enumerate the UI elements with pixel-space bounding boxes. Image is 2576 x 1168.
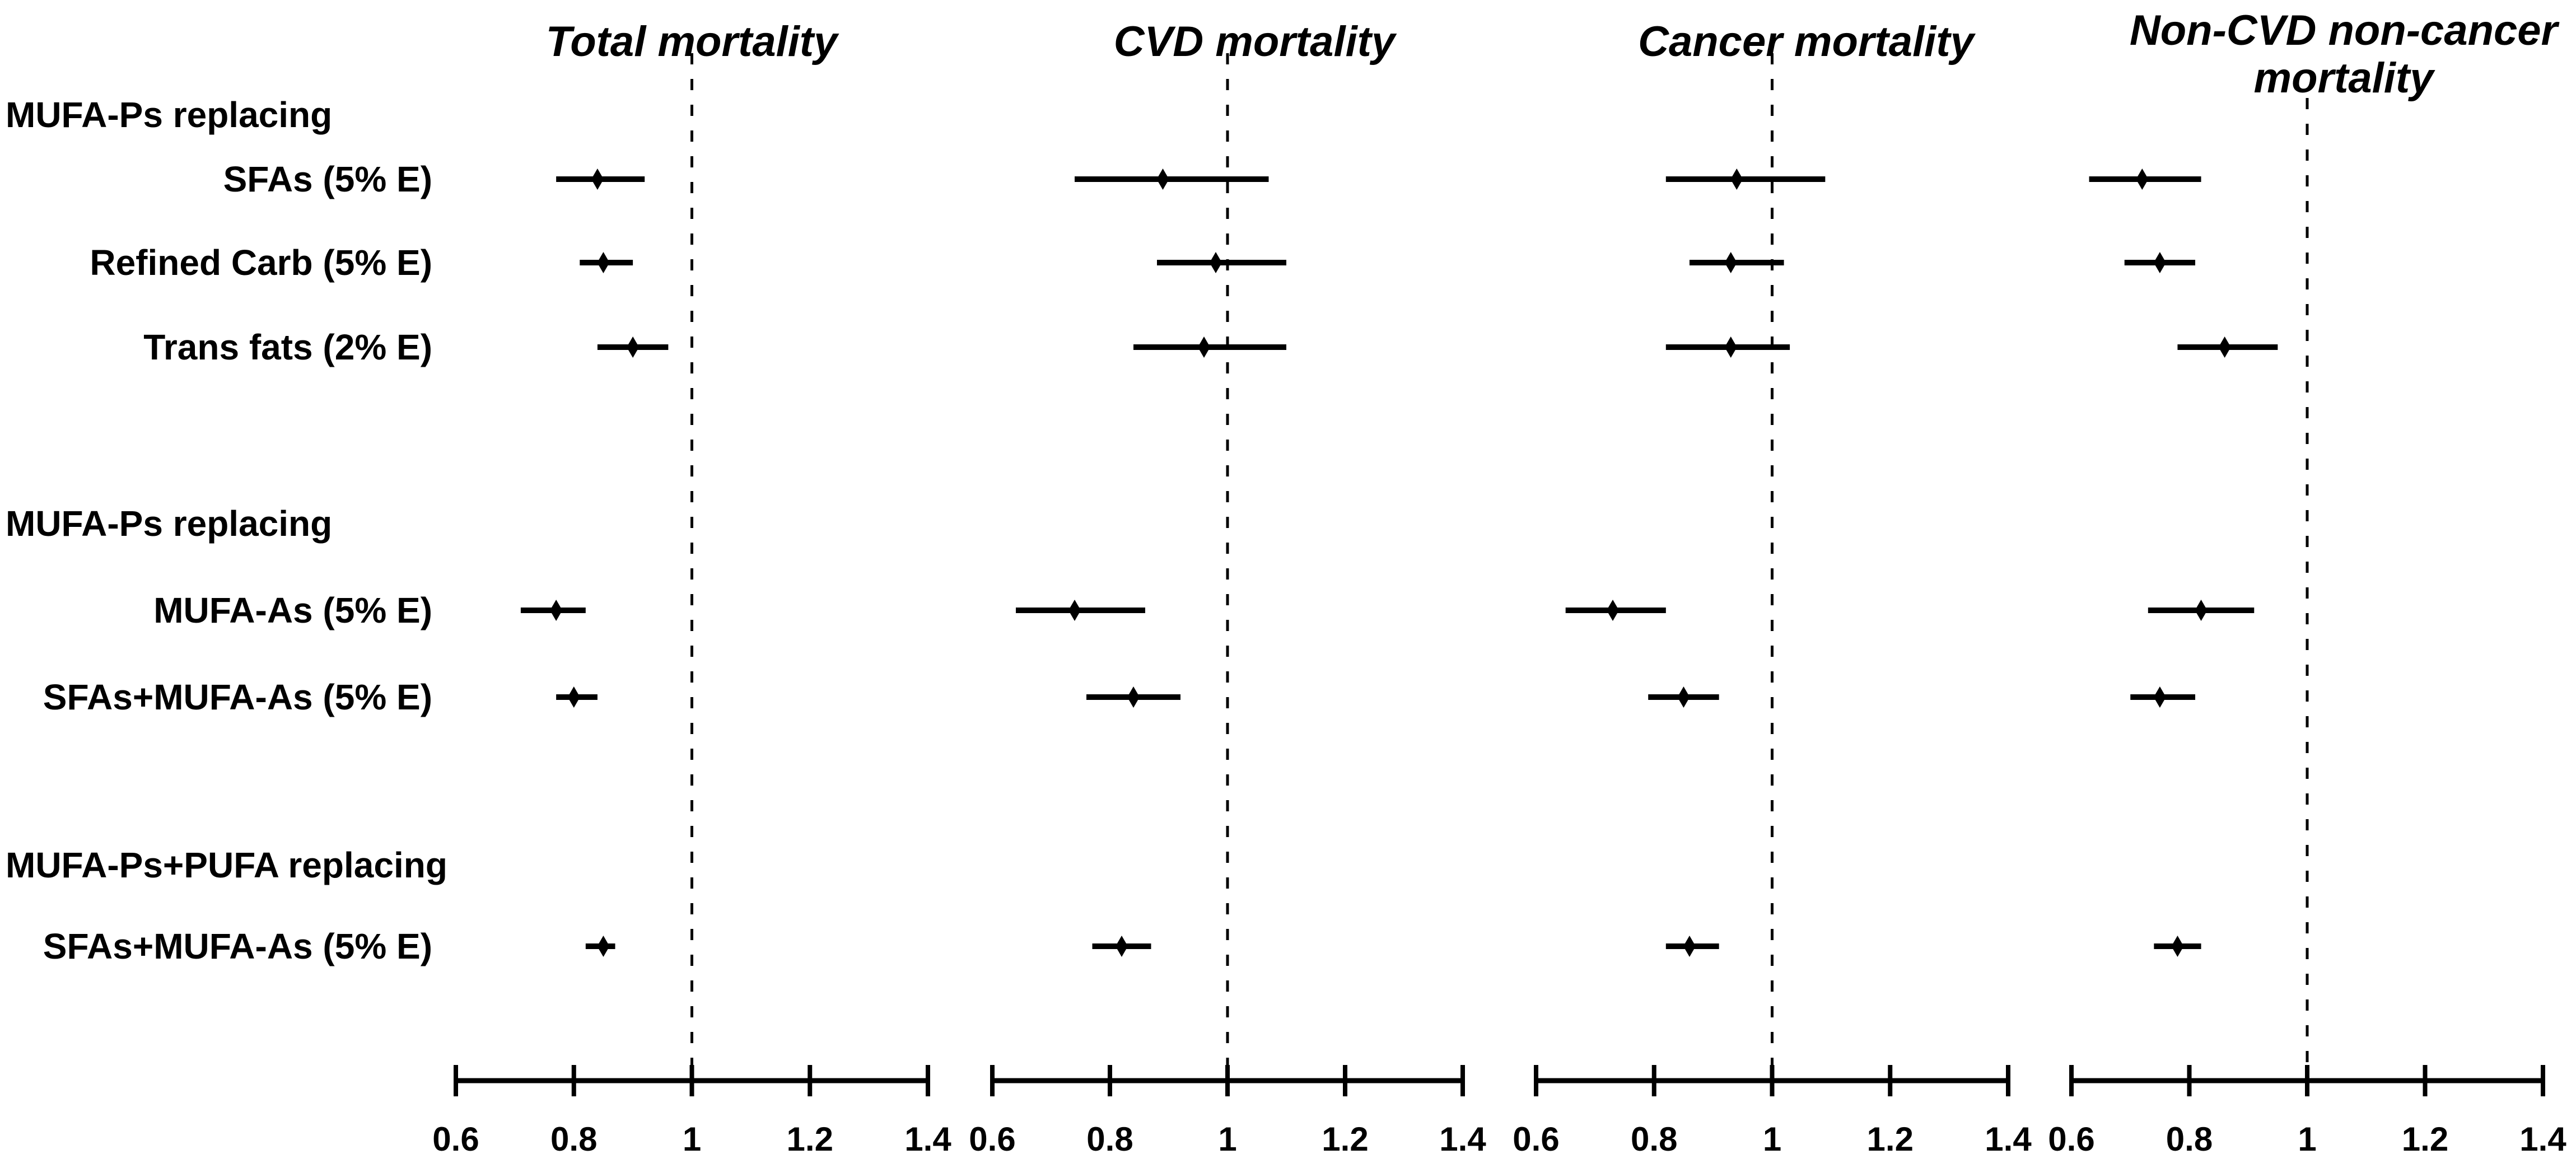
- row-label: MUFA-As (5% E): [153, 590, 432, 630]
- point-estimate-marker: [1068, 600, 1081, 621]
- point-estimate-marker: [2218, 337, 2231, 358]
- x-axis-tick-label: 0.8: [550, 1120, 597, 1158]
- point-estimate-marker: [2153, 686, 2166, 708]
- point-estimate-marker: [591, 169, 604, 190]
- panel-title: Non-CVD non-cancer: [2130, 7, 2560, 54]
- point-estimate-marker: [597, 252, 610, 273]
- group-header-label: MUFA-Ps replacing: [6, 95, 332, 135]
- row-label: SFAs+MUFA-As (5% E): [43, 677, 432, 717]
- point-estimate-marker: [1127, 686, 1140, 708]
- panel-title: Cancer mortality: [1638, 18, 1976, 66]
- x-axis-tick-label: 0.6: [432, 1120, 479, 1158]
- group-header-label: MUFA-Ps replacing: [6, 503, 332, 544]
- panel-title: mortality: [2254, 54, 2436, 102]
- point-estimate-marker: [1677, 686, 1690, 708]
- x-axis-tick-label: 0.8: [1086, 1120, 1133, 1158]
- x-axis-tick-label: 1: [683, 1120, 701, 1158]
- point-estimate-marker: [2195, 600, 2208, 621]
- point-estimate-marker: [2171, 936, 2184, 957]
- x-axis-tick-label: 1.2: [1867, 1120, 1914, 1158]
- point-estimate-marker: [1156, 169, 1169, 190]
- row-label: Refined Carb (5% E): [90, 242, 432, 283]
- x-axis-tick-label: 0.8: [2166, 1120, 2213, 1158]
- row-label: Trans fats (2% E): [143, 327, 432, 367]
- point-estimate-marker: [2153, 252, 2166, 273]
- row-label: SFAs (5% E): [223, 159, 432, 199]
- point-estimate-marker: [597, 936, 610, 957]
- row-label: SFAs+MUFA-As (5% E): [43, 926, 432, 966]
- x-axis-tick-label: 1: [1218, 1120, 1236, 1158]
- x-axis-tick-label: 1.4: [904, 1120, 951, 1158]
- x-axis-tick-label: 1.4: [1985, 1120, 2032, 1158]
- x-axis-tick-label: 0.6: [2048, 1120, 2094, 1158]
- x-axis-tick-label: 0.6: [1513, 1120, 1559, 1158]
- point-estimate-marker: [1210, 252, 1222, 273]
- x-axis-tick-label: 1.2: [2402, 1120, 2448, 1158]
- x-axis-tick-label: 1.4: [2519, 1120, 2566, 1158]
- point-estimate-marker: [1116, 936, 1128, 957]
- point-estimate-marker: [2136, 169, 2149, 190]
- point-estimate-marker: [1724, 252, 1737, 273]
- point-estimate-marker: [1606, 600, 1619, 621]
- x-axis-tick-label: 0.8: [1631, 1120, 1677, 1158]
- point-estimate-marker: [1724, 337, 1737, 358]
- point-estimate-marker: [627, 337, 640, 358]
- point-estimate-marker: [1730, 169, 1743, 190]
- point-estimate-marker: [567, 686, 580, 708]
- point-estimate-marker: [1683, 936, 1696, 957]
- x-axis-tick-label: 0.6: [969, 1120, 1015, 1158]
- x-axis-tick-label: 1.4: [1439, 1120, 1486, 1158]
- x-axis-tick-label: 1.2: [787, 1120, 833, 1158]
- x-axis-tick-label: 1: [1763, 1120, 1781, 1158]
- panel-title: CVD mortality: [1114, 18, 1397, 66]
- x-axis-tick-label: 1: [2298, 1120, 2316, 1158]
- x-axis-tick-label: 1.2: [1322, 1120, 1368, 1158]
- point-estimate-marker: [1198, 337, 1210, 358]
- group-header-label: MUFA-Ps+PUFA replacing: [6, 845, 447, 885]
- point-estimate-marker: [550, 600, 563, 621]
